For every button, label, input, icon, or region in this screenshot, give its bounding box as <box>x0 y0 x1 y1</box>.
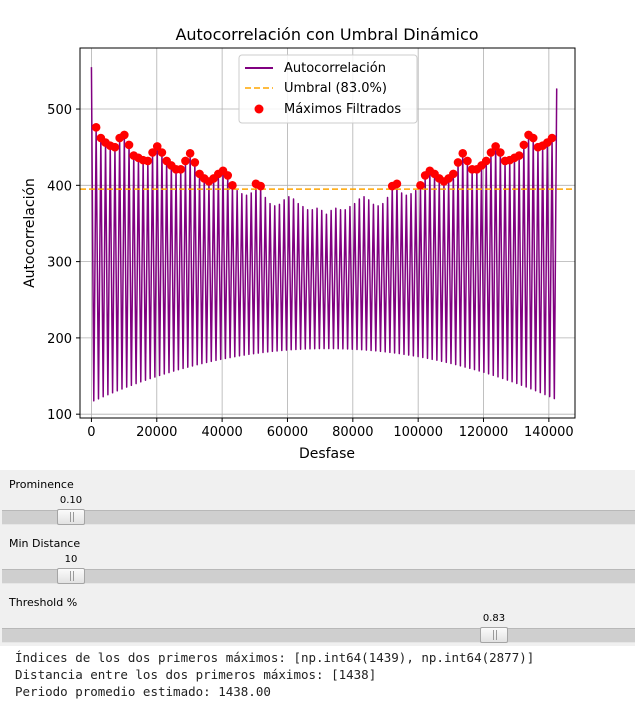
maximum-point <box>190 158 200 167</box>
figure-canvas: Autocorrelación con Umbral Dinámico 0 200… <box>22 25 576 462</box>
x-tick-label: 20000 <box>136 425 177 440</box>
filtered-maxima-points <box>91 123 557 191</box>
legend-box <box>238 54 418 124</box>
slider-track-threshold[interactable] <box>2 627 635 643</box>
maximum-point <box>185 148 195 158</box>
maximum-point <box>256 181 265 191</box>
autocorrelation-chart: Autocorrelación con Umbral Dinámico 0 200… <box>22 25 576 462</box>
slider-handle-min-distance[interactable] <box>57 568 85 584</box>
slider-track-prominence[interactable] <box>2 509 635 525</box>
y-tick-label: 400 <box>47 179 72 194</box>
maximum-point <box>392 179 402 189</box>
maximum-point <box>143 156 153 166</box>
legend-swatch-marker <box>254 104 264 114</box>
console-line: Distancia entre los dos primeros máximos… <box>15 667 377 682</box>
maximum-point <box>157 148 167 157</box>
maximum-point <box>547 133 557 143</box>
maximum-point <box>453 158 463 167</box>
maximum-point <box>176 164 186 174</box>
slider-value-threshold: 0.83 <box>482 613 506 624</box>
slider-label-min-distance: Min Distance <box>9 537 81 550</box>
x-tick-label: 0 <box>87 425 95 440</box>
slider-value-min-distance: 10 <box>64 554 78 565</box>
maximum-point <box>148 148 157 157</box>
maximum-point <box>181 156 190 166</box>
y-tick-label: 200 <box>47 332 72 347</box>
x-tick-label: 60000 <box>267 425 308 440</box>
maximum-point <box>228 181 237 190</box>
slider-label-prominence: Prominence <box>9 478 74 491</box>
chart-title: Autocorrelación con Umbral Dinámico <box>175 25 478 44</box>
maximum-point <box>449 169 458 179</box>
legend: Autocorrelación Umbral (83.0%) Máximos F… <box>238 54 418 124</box>
y-axis-ticks: 100 200 300 400 500 <box>47 103 80 423</box>
x-tick-label: 100000 <box>393 425 443 440</box>
maximum-point <box>486 148 496 157</box>
slider-handle-prominence[interactable] <box>57 509 85 525</box>
slider-label-threshold: Threshold % <box>9 596 78 609</box>
x-tick-label: 120000 <box>459 425 509 440</box>
slider-panel: Prominence 0.10 Min Distance 10 Threshol… <box>0 470 635 646</box>
maximum-point <box>528 133 538 143</box>
maximum-point <box>91 123 101 132</box>
y-tick-label: 300 <box>47 256 72 271</box>
slider-handle-threshold[interactable] <box>480 627 508 643</box>
maximum-point <box>463 156 472 166</box>
slider-track-min-distance[interactable] <box>2 568 635 584</box>
maximum-point <box>496 148 505 157</box>
series-layer <box>90 67 558 402</box>
x-axis-label: Desfase <box>299 446 355 462</box>
maximum-point <box>416 181 425 190</box>
maximum-point <box>223 171 233 180</box>
axes-frame <box>79 47 576 419</box>
slider-value-prominence: 0.10 <box>59 495 83 506</box>
x-tick-label: 80000 <box>332 425 373 440</box>
maximum-point <box>514 151 524 160</box>
maximum-point <box>152 142 162 151</box>
x-tick-label: 140000 <box>524 425 574 440</box>
legend-entry-threshold: Umbral (83.0%) <box>284 81 387 96</box>
console-line: Periodo promedio estimado: 1438.00 <box>15 684 271 699</box>
x-tick-label: 40000 <box>201 425 242 440</box>
maximum-point <box>519 140 529 150</box>
maximum-point <box>481 156 491 166</box>
maximum-point <box>491 142 500 151</box>
y-tick-label: 500 <box>47 103 72 118</box>
maximum-point <box>110 142 120 152</box>
x-axis-ticks: 0 20000 40000 60000 80000 100000 120000 140000 <box>87 418 574 440</box>
maximum-point <box>458 148 468 158</box>
legend-entry-autocorrelation: Autocorrelación <box>284 61 386 76</box>
autocorrelation-line <box>90 67 558 402</box>
y-tick-label: 100 <box>47 408 72 423</box>
maximum-point <box>120 130 129 140</box>
y-axis-label: Autocorrelación <box>22 178 38 288</box>
legend-entry-maxima: Máximos Filtrados <box>284 102 401 117</box>
maximum-point <box>124 140 134 150</box>
console-output: Índices de los dos primeros máximos: [np… <box>0 646 635 709</box>
console-line: Índices de los dos primeros máximos: [np… <box>15 650 535 665</box>
